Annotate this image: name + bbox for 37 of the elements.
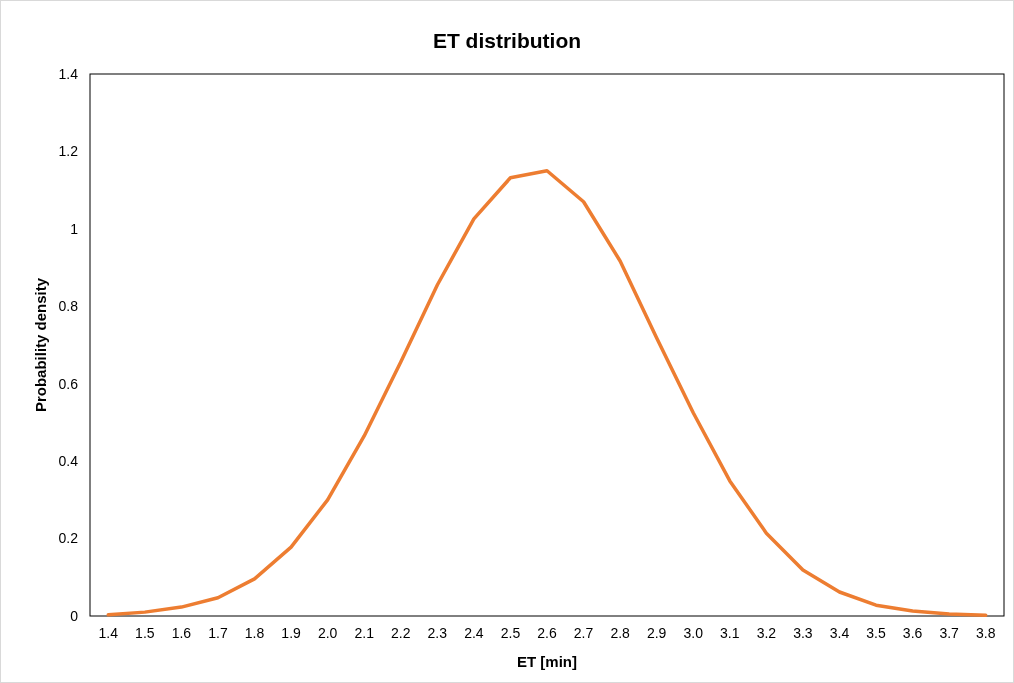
- x-axis-title: ET [min]: [517, 653, 577, 670]
- x-tick-label: 2.5: [500, 625, 521, 641]
- x-tick-label: 1.7: [208, 625, 228, 641]
- y-tick-label: 1: [70, 220, 79, 237]
- x-tick-label: 3.0: [683, 625, 704, 641]
- x-tick-label: 3.5: [866, 625, 886, 641]
- x-tick-label: 2.2: [391, 625, 411, 641]
- x-tick-label: 3.8: [975, 625, 996, 641]
- line-series: [106, 169, 988, 617]
- x-tick-label: 3.4: [829, 625, 850, 641]
- x-tick-label: 2.3: [427, 625, 448, 641]
- x-tick-label: 2.1: [354, 625, 375, 641]
- x-tick-label: 2.8: [610, 625, 631, 641]
- x-tick-label: 2.9: [646, 625, 667, 641]
- y-tick-label: 0.2: [58, 530, 79, 547]
- x-tick-label: 1.6: [171, 625, 192, 641]
- x-tick-label: 3.1: [720, 625, 740, 641]
- x-tick-label: 2.6: [537, 625, 557, 641]
- x-tick-label: 3.3: [793, 625, 813, 641]
- x-tick-label: 2.7: [573, 625, 594, 641]
- x-tick-label: 1.4: [98, 625, 119, 641]
- x-tick-label: 3.7: [939, 625, 960, 641]
- x-tick-label: 3.6: [902, 625, 923, 641]
- x-tick-label: 2.4: [464, 625, 484, 641]
- y-tick-label: 0: [70, 607, 79, 624]
- y-tick-label: 0.8: [58, 298, 79, 315]
- x-tick-label: 2.0: [317, 625, 338, 641]
- x-tick-label: 3.2: [756, 625, 777, 641]
- x-tick-label: 1.5: [135, 625, 155, 641]
- y-tick-label: 0.6: [58, 375, 79, 392]
- y-axis-title: Probability density: [32, 277, 49, 413]
- y-tick-label: 1.4: [58, 65, 79, 82]
- x-tick-label: 1.9: [281, 625, 302, 641]
- chart-title: ET distribution: [432, 29, 582, 52]
- y-tick-label: 0.4: [58, 453, 79, 470]
- x-tick-label: 1.8: [244, 625, 265, 641]
- y-tick-label: 1.2: [58, 143, 79, 160]
